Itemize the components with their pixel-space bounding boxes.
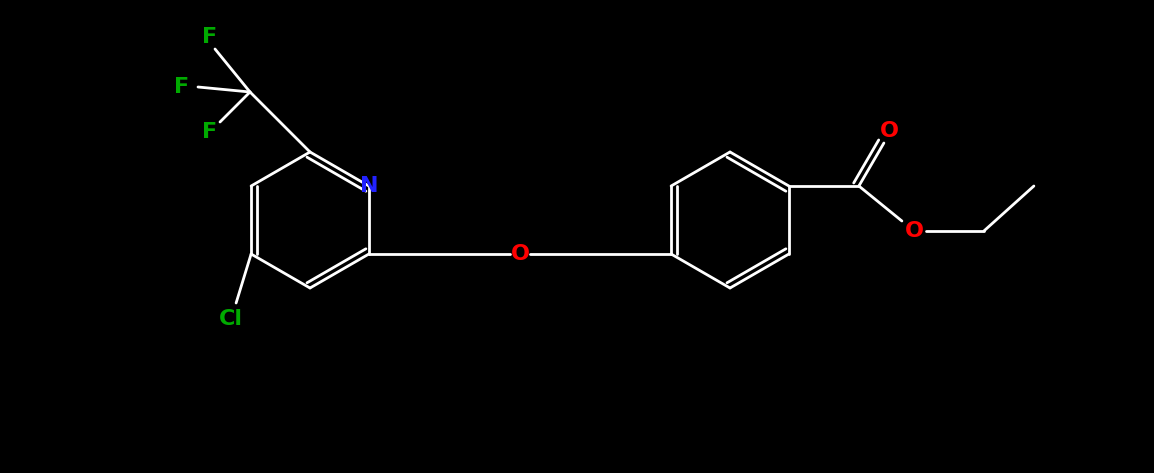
- Text: F: F: [202, 122, 218, 142]
- Text: F: F: [202, 27, 218, 47]
- Text: O: O: [510, 244, 530, 264]
- Text: F: F: [174, 77, 189, 97]
- Text: O: O: [905, 221, 923, 241]
- Text: N: N: [360, 176, 379, 196]
- Text: O: O: [879, 121, 899, 141]
- Text: Cl: Cl: [219, 309, 243, 329]
